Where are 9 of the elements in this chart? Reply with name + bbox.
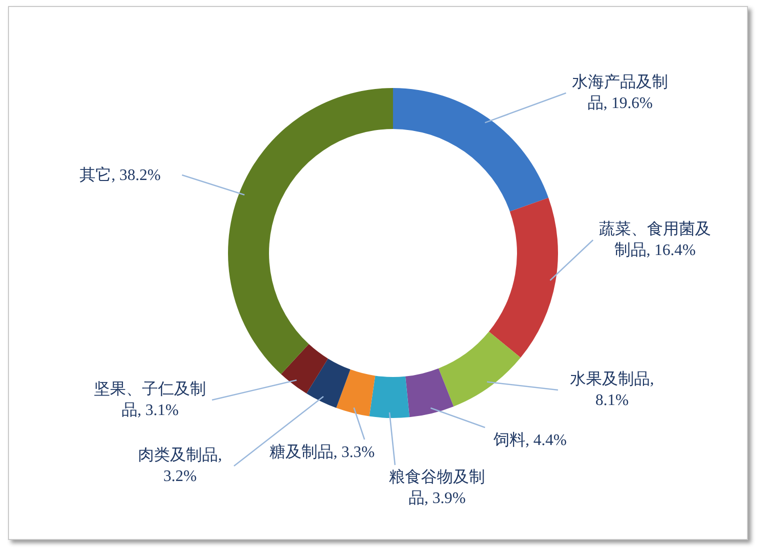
slice-label: 水果及制品, 8.1% <box>569 370 655 411</box>
slice-label: 蔬菜、食用菌及制品, 16.4% <box>598 220 712 261</box>
slice-label: 糖及制品, 3.3% <box>268 442 376 462</box>
slice-label: 粮食谷物及制品, 3.9% <box>388 468 486 509</box>
slice-label: 其它, 38.2% <box>78 166 162 186</box>
slice-label: 坚果、子仁及制品, 3.1% <box>93 380 207 421</box>
slice-label: 饲料, 4.4% <box>492 430 568 450</box>
slice-label: 肉类及制品, 3.2% <box>137 446 223 487</box>
slice-label: 水海产品及制品, 19.6% <box>571 72 669 114</box>
